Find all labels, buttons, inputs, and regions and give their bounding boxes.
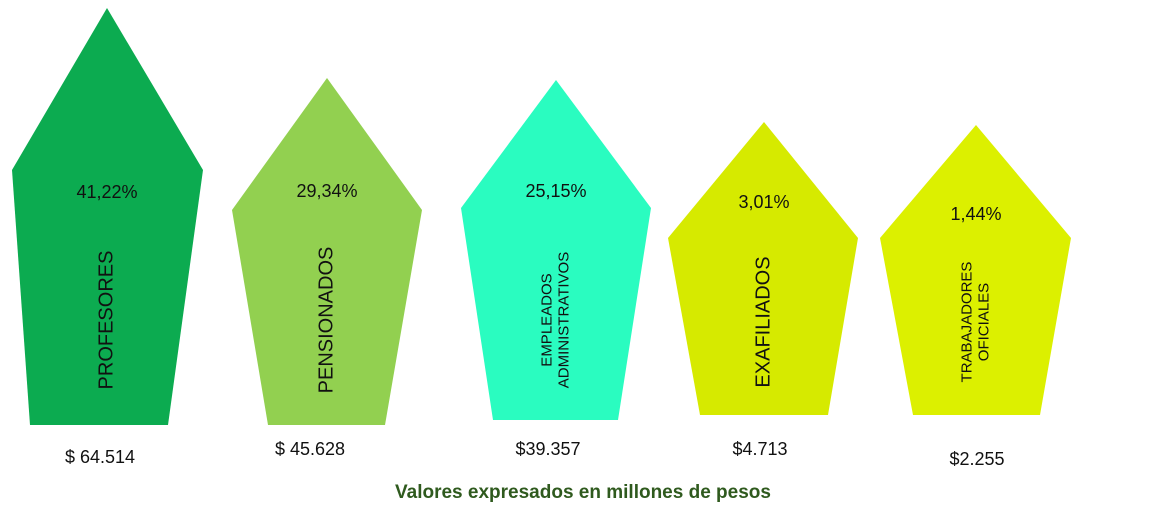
- category-label: ADMINISTRATIVOS: [556, 252, 573, 388]
- category-label: TRABAJADORES: [958, 262, 975, 383]
- pentagon: [232, 78, 422, 425]
- percent-label: 1,44%: [950, 204, 1001, 224]
- percent-label: 25,15%: [525, 181, 586, 201]
- footnote: Valores expresados en millones de pesos: [395, 482, 771, 503]
- amount-label: $2.255: [949, 449, 1004, 469]
- pentagon: [461, 80, 651, 420]
- percent-label: 29,34%: [296, 181, 357, 201]
- category-label: PROFESORES: [95, 251, 117, 390]
- pentagon: [668, 122, 858, 415]
- category-label: EMPLEADOS: [538, 273, 555, 366]
- amount-label: $ 64.514: [65, 447, 135, 467]
- amount-label: $ 45.628: [275, 439, 345, 459]
- amount-label: $4.713: [732, 439, 787, 459]
- category-label: OFICIALES: [976, 283, 993, 361]
- category-label: EXAFILIADOS: [752, 256, 774, 387]
- pentagon: [880, 125, 1071, 415]
- pentagon: [12, 8, 203, 425]
- percent-label: 3,01%: [738, 192, 789, 212]
- amount-label: $39.357: [515, 439, 580, 459]
- percent-label: 41,22%: [76, 182, 137, 202]
- category-label: PENSIONADOS: [315, 247, 337, 394]
